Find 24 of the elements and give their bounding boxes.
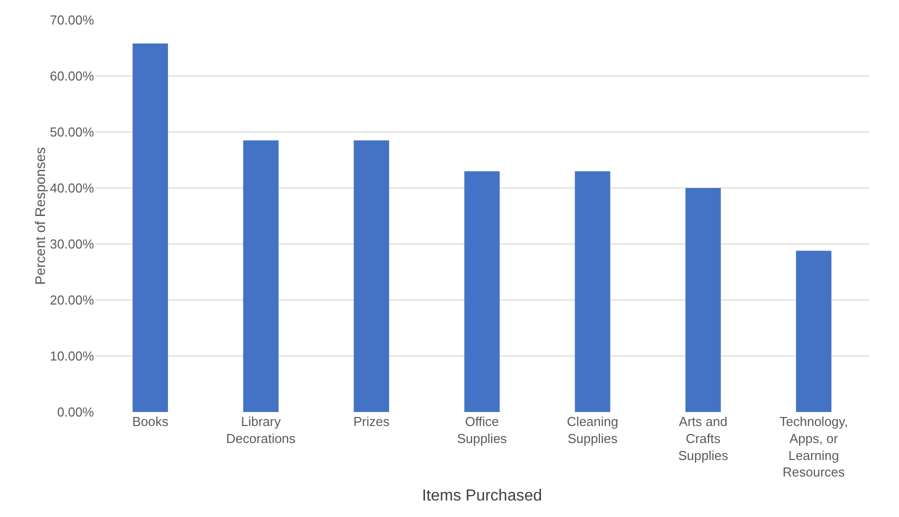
x-tick-label: Prizes [353, 414, 390, 429]
y-tick-label: 30.00% [50, 236, 94, 252]
x-tick-label: Books [132, 414, 169, 429]
bar [354, 140, 390, 412]
x-tick-label: Library Decorations [226, 414, 296, 446]
x-axis-title: Items Purchased [422, 487, 542, 504]
x-tick-label: Office Supplies [457, 414, 508, 446]
y-tick-label: 60.00% [50, 68, 94, 84]
bar [243, 140, 279, 412]
x-tick-label: Cleaning Supplies [566, 414, 618, 446]
y-tick-label: 10.00% [50, 348, 94, 364]
bar [464, 171, 500, 412]
y-tick-label: 40.00% [50, 180, 94, 196]
y-tick-label: 20.00% [50, 292, 94, 308]
y-tick-label: 50.00% [50, 124, 94, 140]
y-axis-title: Percent of Responses [32, 147, 48, 285]
bar [796, 250, 832, 412]
x-tick-label: Arts and Crafts Supplies [678, 414, 729, 463]
x-tick-label: Technology, Apps, or Learning Resources [780, 414, 848, 480]
bar [685, 188, 721, 412]
y-tick-label: 0.00% [57, 404, 94, 420]
y-tick-label: 70.00% [50, 12, 94, 28]
bar [574, 171, 610, 412]
bar [132, 44, 168, 412]
